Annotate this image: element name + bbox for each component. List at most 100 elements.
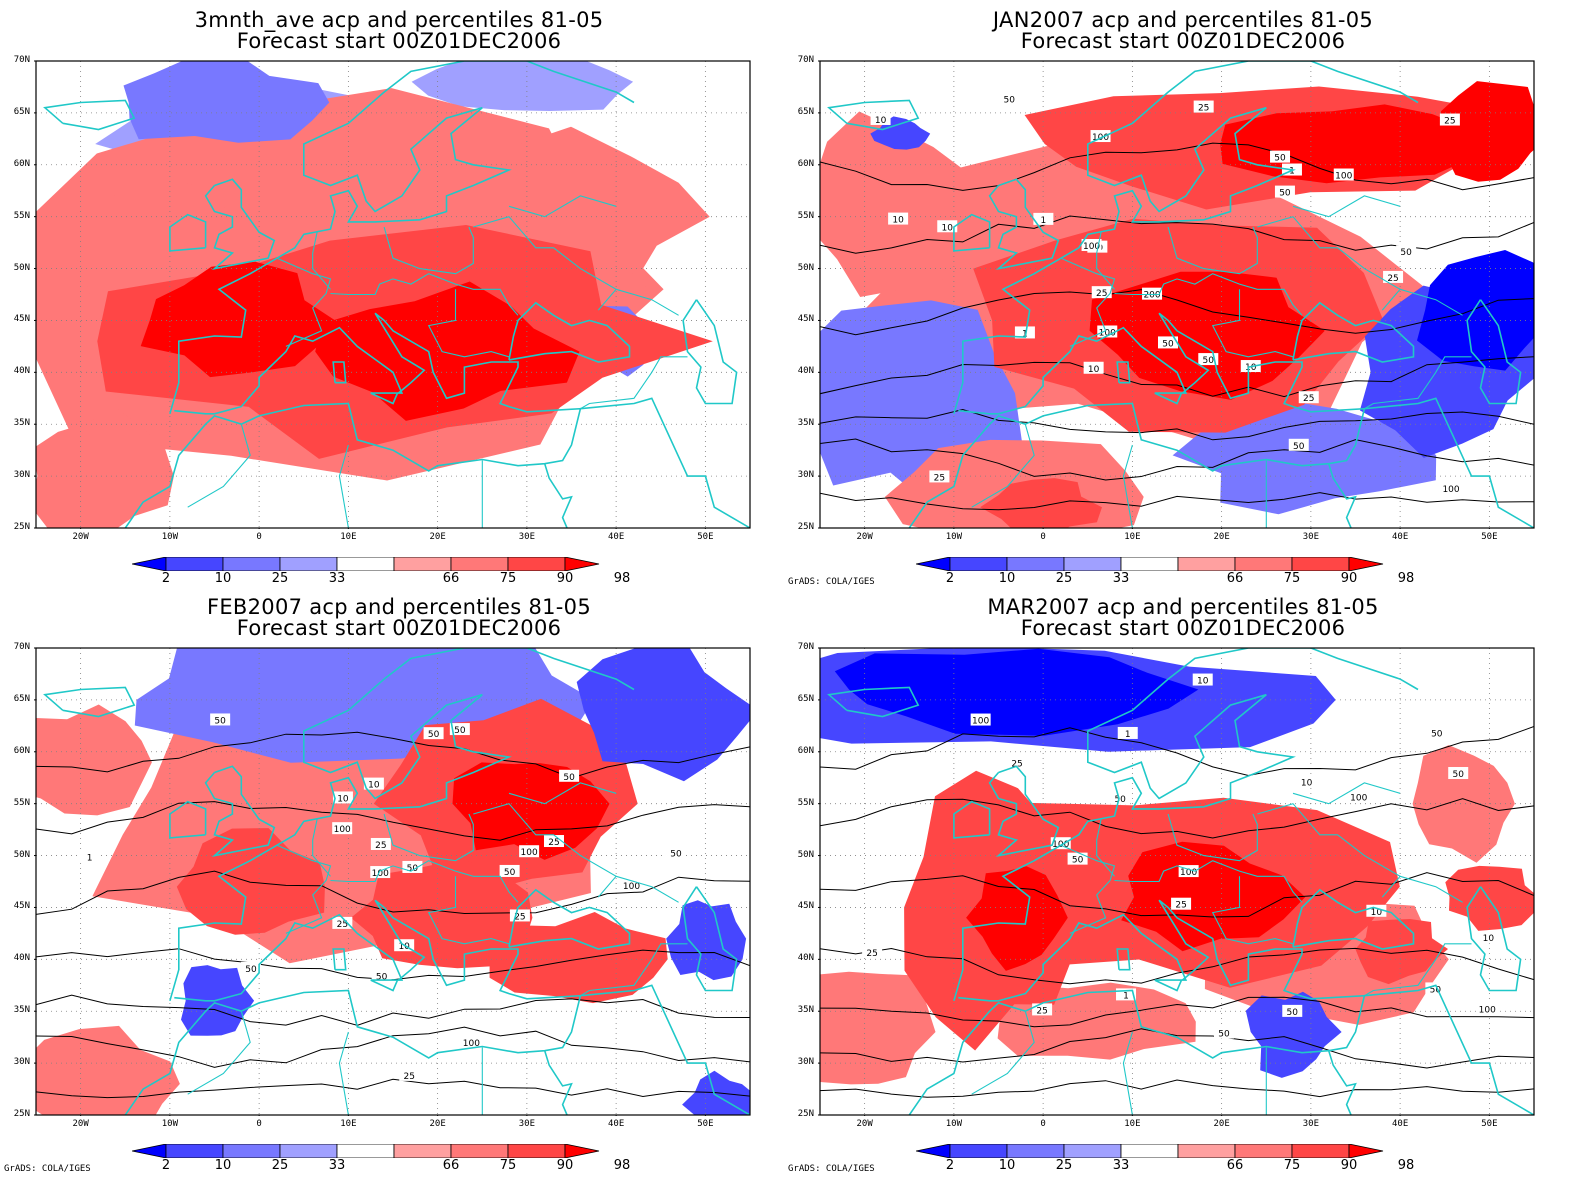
contour-line	[820, 1079, 1534, 1098]
contour-label-bg	[870, 112, 891, 125]
coastline	[953, 213, 991, 252]
lon-label: 30E	[518, 532, 535, 542]
contour-line	[36, 801, 750, 841]
contour-line	[36, 731, 750, 779]
colorbar	[916, 1144, 1384, 1158]
colorbar-label: 2	[945, 1158, 955, 1173]
panel-title-line2: Forecast start 00Z01DEC2006	[1020, 29, 1346, 53]
contour-label: 25	[337, 920, 348, 930]
contour-label-bg	[999, 92, 1020, 105]
coastline	[370, 979, 399, 992]
contour-label: 50	[1279, 189, 1291, 199]
contour-label: 50	[1162, 339, 1174, 349]
colorbar-segment	[949, 1144, 1008, 1158]
contour-label-bg	[332, 791, 353, 804]
border-line	[1122, 444, 1133, 528]
lon-label: 40E	[1391, 532, 1409, 542]
colorbar-label: 75	[1283, 571, 1301, 586]
border-line	[312, 232, 331, 290]
contour-label-bg	[1192, 673, 1213, 686]
contour-label-bg	[423, 727, 444, 740]
field-region	[834, 648, 1199, 736]
border-line	[1060, 844, 1116, 934]
lon-label: 10W	[945, 1119, 962, 1129]
coastline	[543, 1050, 573, 1115]
colorbar-arrow-right	[1348, 1144, 1384, 1158]
coastline	[682, 299, 738, 405]
coastline	[124, 312, 582, 528]
contour-label: 100	[372, 869, 389, 879]
contour-label-bg	[332, 916, 353, 929]
contour-label-bg	[1288, 438, 1309, 451]
field-region	[36, 407, 174, 528]
contour-label: 50	[563, 773, 575, 783]
contour-label-bg	[1348, 790, 1369, 803]
contour-line	[820, 947, 1534, 985]
coastline	[953, 61, 1419, 415]
colorbar-label: 75	[499, 1158, 517, 1173]
contour-label: 25	[1175, 901, 1186, 911]
colorbar	[132, 557, 600, 571]
coastline	[1364, 984, 1534, 1115]
border-line	[330, 273, 519, 316]
map-plot: 100 100 50 50 50 100 50 50 100 100 50 50 25 25 50 50 25 1…	[34, 647, 751, 1116]
contour-line	[820, 872, 1534, 918]
lon-label: 20E	[1213, 532, 1230, 542]
coastline	[370, 392, 399, 405]
contour-label-bg	[1067, 852, 1088, 865]
lat-label: 50N	[13, 262, 30, 273]
colorbar-segment	[1063, 1144, 1122, 1158]
lon-label: 50E	[697, 532, 714, 542]
contour-label-bg	[363, 777, 384, 790]
contour-label: 10	[1483, 934, 1495, 944]
contour-line	[36, 994, 750, 1026]
border-line	[971, 424, 1035, 508]
border-line	[276, 257, 332, 347]
contour-label-bg	[1298, 391, 1319, 404]
lat-label: 55N	[797, 797, 814, 808]
colorbar-label: 98	[1397, 571, 1415, 586]
panel-feb2007: FEB2007 acp and percentiles 81-05 Foreca…	[0, 587, 798, 1185]
colorbar-arrow-left	[916, 1144, 951, 1158]
border-line	[1211, 289, 1294, 358]
colorbar-label: 66	[442, 1158, 460, 1173]
colorbar-segment	[1120, 1144, 1179, 1158]
contour-label-bg	[862, 945, 883, 958]
colorbar-arrow-right	[1348, 557, 1384, 571]
coastline	[580, 397, 750, 528]
contour-label-bg	[543, 835, 564, 848]
coastline	[169, 213, 207, 252]
coastline	[1116, 948, 1131, 971]
contour-label: 100	[1335, 172, 1352, 182]
contour-label: 50	[1004, 96, 1016, 106]
lat-label: 55N	[797, 210, 814, 221]
contour-label-bg	[370, 837, 391, 850]
panel-title-line2: Forecast start 00Z01DEC2006	[1020, 616, 1346, 640]
contour-label-bg	[1477, 1002, 1498, 1015]
colorbar	[132, 1144, 600, 1158]
contour-label: 50	[504, 868, 516, 878]
lat-label: 55N	[13, 797, 30, 808]
lon-label: 40E	[607, 1119, 625, 1129]
lat-label: 25N	[13, 1109, 30, 1119]
colorbar-segment	[1234, 557, 1293, 571]
colorbar-segment	[1063, 557, 1122, 571]
coastline	[682, 886, 738, 992]
contour-label: 50	[428, 730, 440, 740]
contour-label: 25	[866, 949, 877, 959]
contour-label-bg	[210, 713, 231, 726]
border-line	[187, 1011, 251, 1095]
panel-title-line1: JAN2007 acp and percentiles 81-05	[992, 8, 1374, 32]
contour-label: 100	[334, 825, 351, 835]
contour-label: 10	[875, 116, 887, 126]
contour-label: 10	[1371, 908, 1383, 918]
colorbar-segment	[1291, 1144, 1350, 1158]
field-region	[666, 900, 747, 981]
lon-label: 10E	[1124, 1119, 1141, 1129]
lat-label: 55N	[13, 210, 30, 221]
field-region	[63, 180, 245, 301]
lat-label: 35N	[13, 418, 30, 429]
contour-label: 10	[368, 781, 380, 791]
border-line	[1096, 232, 1115, 290]
lat-label: 40N	[797, 953, 814, 964]
